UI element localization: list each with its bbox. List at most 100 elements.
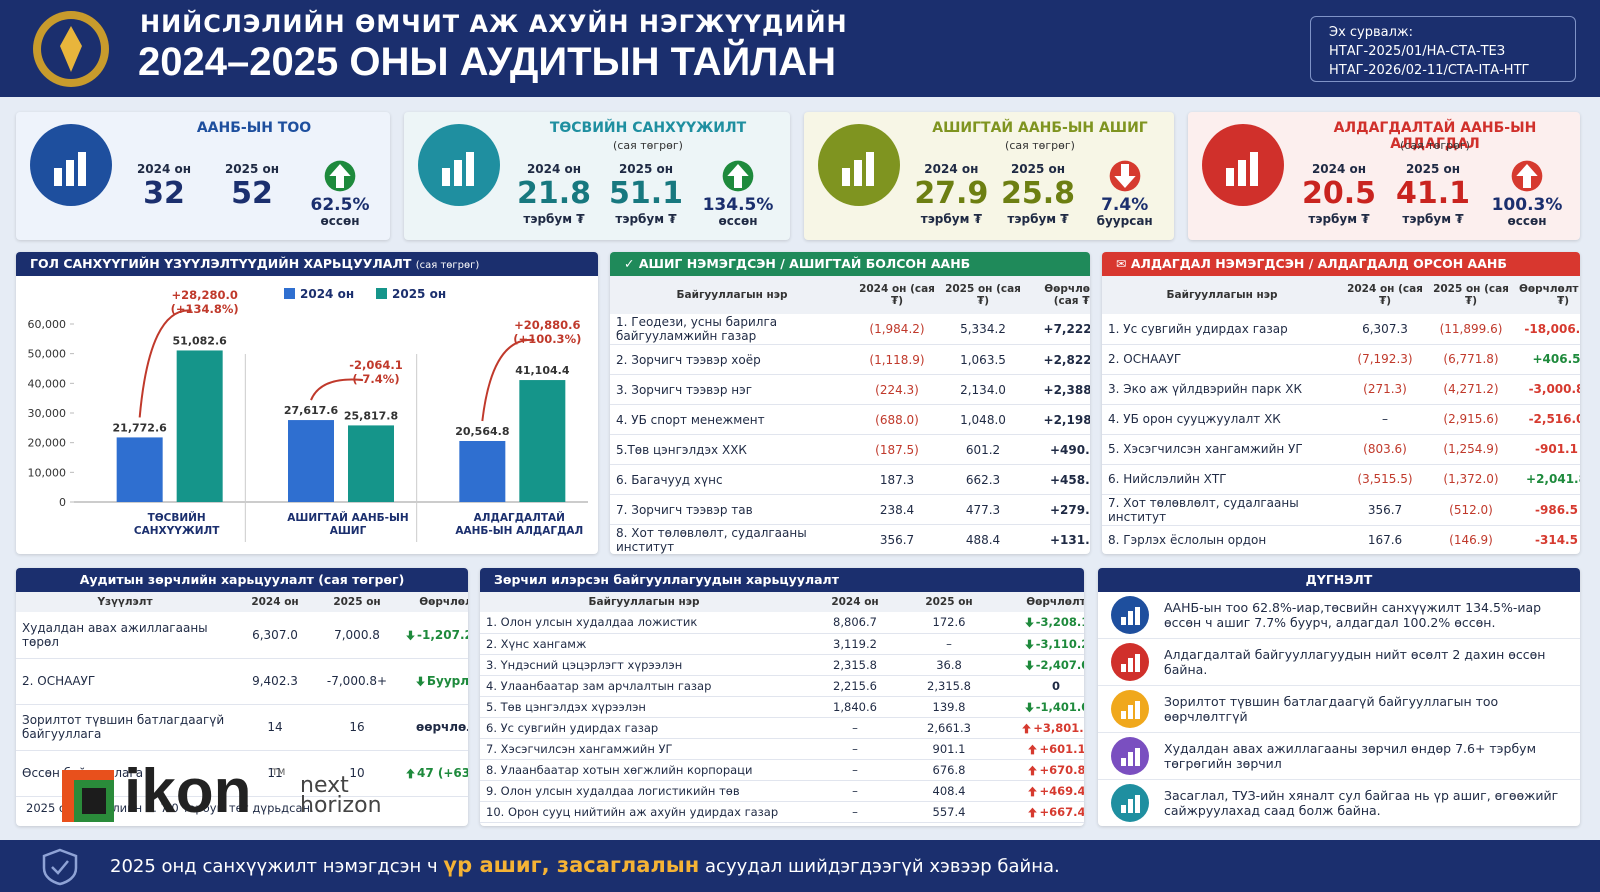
table-cell: -2,407.0	[996, 654, 1084, 676]
table-cell: –	[1342, 404, 1428, 435]
kpi-icon	[418, 124, 500, 206]
source-label: Эх сурвалж:	[1329, 25, 1414, 40]
kpi-column: 2025 он 52	[208, 158, 296, 234]
table-cell: 3,119.2	[808, 633, 902, 655]
cell-text: 139.8	[932, 699, 966, 714]
table-row: 9. Олон улсын худалдаа логистикийн төв – 4…	[480, 780, 1084, 802]
icon-glyph	[1121, 664, 1126, 672]
kpi-subtitle: (сая төгрөг)	[1400, 139, 1470, 152]
table-cell: 408.4	[902, 780, 996, 802]
cell-text: 2,315.8	[833, 657, 877, 672]
column-header: 2025 он (сая ₮)	[940, 276, 1026, 314]
cell-text: 16	[349, 720, 365, 734]
kpi-title: АШИГТАЙ ААНБ-ЫН АШИГ	[932, 120, 1148, 136]
table-cell: -1,207.2 (-10.0%)	[398, 612, 468, 659]
watermark-tm: TM	[272, 768, 286, 778]
conclusion-text: Засаглал, ТУЗ-ийн хяналт сул байгаа нь ү…	[1164, 788, 1559, 818]
table-cell: 1,048.0	[940, 404, 1026, 435]
table-cell: +2,198.0	[1026, 404, 1090, 435]
cell-text: 11	[267, 766, 283, 780]
table-row: 5. Төв цэнгэлдэх хүрээлэн 1,840.6 139.8 -1,…	[480, 696, 1084, 718]
table-cell: 6. Ус сувгийн удирдах газар	[480, 717, 808, 739]
source-line: НТАГ-2025/01/НА-СТА-ТЕЗ	[1329, 44, 1506, 59]
watermark-brand: ikon	[124, 757, 252, 826]
cell-text: 5,334.2	[960, 322, 1006, 336]
table-cell: +458.0	[1026, 464, 1090, 495]
table-row: 5. Хэсэгчилсэн хангамжийн УГ (803.6) (1,25…	[1102, 434, 1580, 465]
org-panel: Зөрчил илэрсэн байгууллагуудын харьцуула…	[480, 568, 1084, 826]
column-header: 2024 он (сая ₮)	[1342, 276, 1428, 314]
column-header: 2024 он	[808, 592, 902, 612]
kpi-change-label: буурсан	[1096, 214, 1153, 228]
kpi-change: 100.3% өссөн	[1480, 158, 1574, 234]
bar	[176, 350, 223, 502]
cell-text: 6. Ус сувгийн удирдах газар	[486, 720, 659, 735]
arrow-icon	[416, 676, 425, 687]
y-tick-label: 50,000	[28, 348, 67, 361]
table-row: 2. Хүнс хангамж 3,119.2 – -3,110.2	[480, 633, 1084, 655]
kpi-icon	[818, 124, 900, 206]
kpi-value: 27.9	[914, 176, 989, 211]
icon-glyph	[1121, 758, 1126, 766]
tagline-top: next	[300, 773, 349, 798]
cell-text: 2. Зорчигч тээвэр хоёр	[616, 352, 761, 367]
table-cell: 2,215.6	[808, 675, 902, 697]
table-cell: -3,208.1	[996, 612, 1084, 634]
cell-text: 7,000.8	[334, 627, 380, 642]
table-row: 5.Төв цэнгэлдэх ХХК (187.5) 601.2 +490.7	[610, 434, 1090, 465]
table-cell: +469.4	[996, 780, 1084, 802]
loss-panel: ✉ АЛДАГДАЛ НЭМЭГДСЭН / АЛДАГДАЛД ОРСОН А…	[1102, 252, 1580, 554]
table-cell: 9. Олон улсын худалдаа логистикийн төв	[480, 780, 808, 802]
column-header: 2024 он (сая ₮)	[854, 276, 940, 314]
table-cell: +667.4	[996, 801, 1084, 823]
arrow-icon	[324, 160, 356, 192]
table-cell: 676.8	[902, 759, 996, 781]
title-main: 2024–2025 ОНЫ АУДИТЫН ТАЙЛАН	[138, 40, 837, 84]
table-cell: +601.1	[996, 738, 1084, 760]
kpi-title: АЛДАГДАЛТАЙ ААНБ-ЫН АЛДАГДАЛ	[1333, 120, 1537, 152]
cell-text: 7. Зорчигч тээвэр тав	[616, 502, 753, 517]
table-cell: 8. Хот төлөвлөлт, судалгааны институт	[610, 524, 854, 554]
table-row: 7. Хэсэгчилсэн хангамжийн УГ – 901.1 +601.1	[480, 738, 1084, 760]
kpi-year: 2025 он	[618, 162, 674, 176]
kpi-unit: тэрбум ₮	[1308, 212, 1370, 226]
y-tick-label: 30,000	[28, 407, 67, 420]
icon-glyph	[1121, 617, 1126, 625]
table-cell: 901.1	[902, 738, 996, 760]
icon-glyph	[866, 152, 874, 186]
icon-glyph	[442, 168, 450, 186]
conclusion-text: Зорилтот түвшин батлагдаагүй байгууллагы…	[1164, 694, 1499, 724]
kpi-card: ААНБ-ЫН ТОО 2024 он 32 2025 он 52 62.5% өссөн	[16, 112, 390, 240]
arrow	[1024, 660, 1034, 670]
cell-text: 5.Төв цэнгэлдэх ХХК	[616, 442, 747, 457]
title-top: НИЙСЛЭЛИЙН ӨМЧИТ АЖ АХУЙН НЭГЖҮҮДИЙН	[140, 10, 848, 38]
cell-text: (1,254.9)	[1443, 442, 1499, 456]
arrow	[1516, 164, 1538, 188]
table-cell: -314.5	[1514, 525, 1580, 554]
cell-text: 1. Ус сувгийн удирдах газар	[1108, 321, 1288, 336]
kpi-card: АШИГТАЙ ААНБ-ЫН АШИГ (сая төгрөг) 2024 он 2…	[804, 112, 1174, 240]
arrow	[1024, 617, 1034, 628]
data-table: Байгууллагын нэр 2024 он 2025 он Өөрчлөлт 1.…	[480, 592, 1084, 823]
icon-glyph	[1135, 701, 1140, 719]
kpi-column: 2025 он 51.1 тэрбум ₮	[600, 158, 692, 234]
cell-text: 477.3	[965, 502, 1001, 517]
cell-text: өөрчлөлт	[415, 720, 468, 734]
cell-text: 47 (+63.9%)	[417, 766, 468, 780]
column-header: 2025 он	[316, 592, 398, 612]
x-tick-label: АЛДАГДАЛТАЙ ААНБ-ЫН АЛДАГДАЛ	[455, 512, 584, 537]
table-cell: 2,134.0	[940, 374, 1026, 405]
table-row: 3. Зорчигч тээвэр нэг (224.3) 2,134.0 +2,38…	[610, 374, 1090, 405]
cell-text: +601.1	[1039, 741, 1084, 756]
kpi-change-value: 134.5%	[702, 195, 774, 215]
cell-text: 408.4	[932, 783, 966, 798]
kpi-value: 25.8	[1000, 176, 1076, 211]
bar	[459, 440, 506, 502]
table-row: 1. Олон улсын худалдаа ложистик 8,806.7 17…	[480, 612, 1084, 634]
kpi-subtitle: (сая төгрөг)	[613, 139, 683, 152]
column-header: 2025 он	[902, 592, 996, 612]
table-cell: (146.9)	[1428, 525, 1514, 554]
arrow-icon	[406, 630, 415, 641]
